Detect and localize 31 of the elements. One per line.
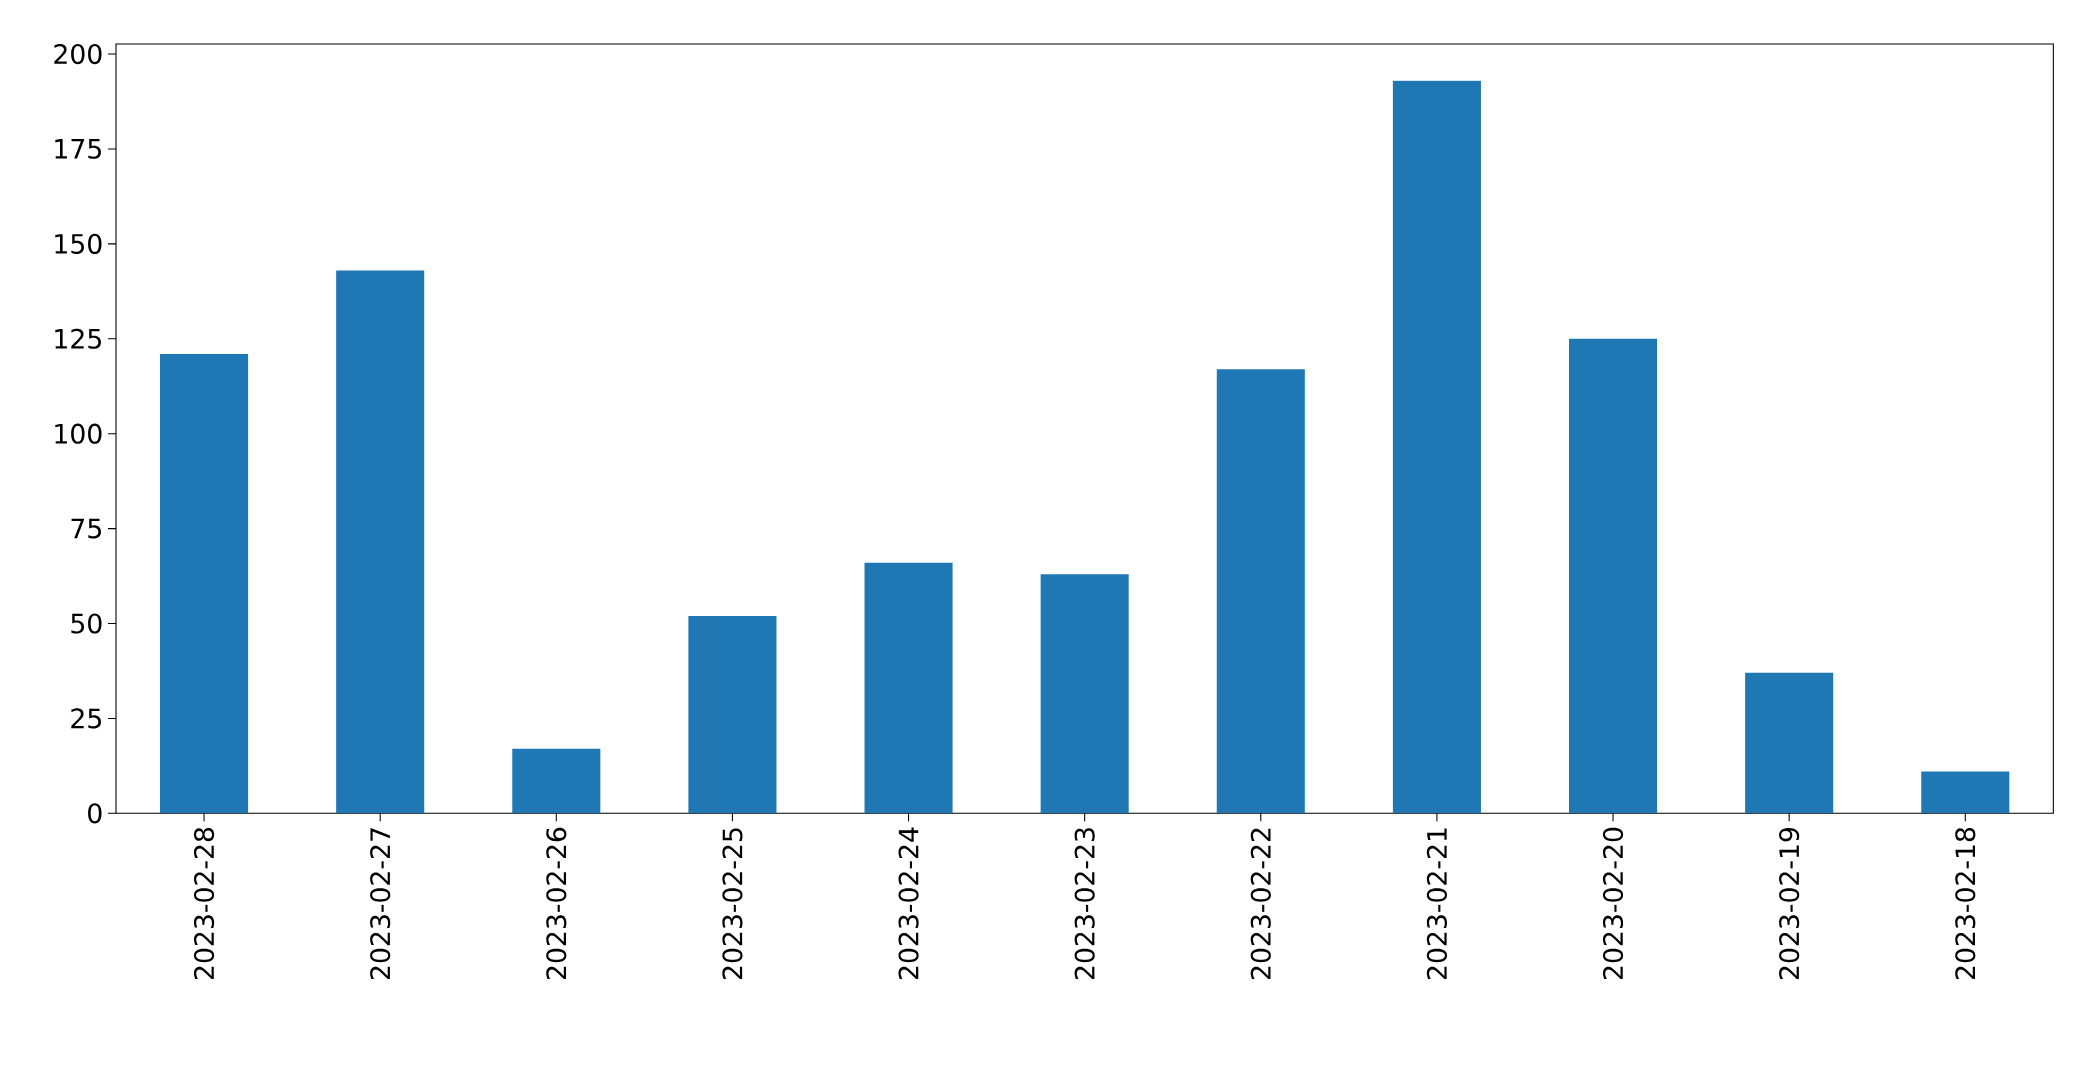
bar	[1392, 80, 1481, 814]
x-tick-label: 2023-02-21	[1426, 828, 1447, 980]
bar	[1921, 771, 2010, 814]
bar	[864, 562, 953, 814]
x-tick-label: 2023-02-24	[898, 827, 919, 980]
bar	[1745, 672, 1834, 814]
bar	[1040, 574, 1129, 814]
x-tick-label: 2023-02-23	[1074, 828, 1095, 980]
bar	[1216, 369, 1305, 814]
y-tick-label: 50	[71, 613, 102, 634]
y-tick-label: 150	[55, 233, 102, 254]
y-tick-label: 200	[54, 43, 102, 65]
bar	[512, 748, 601, 814]
y-tick-label: 25	[71, 708, 101, 729]
x-tick-label: 2023-02-20	[1602, 827, 1624, 980]
y-tick-label: 125	[55, 328, 101, 349]
y-tick-label: 100	[55, 423, 102, 444]
x-tick-label: 2023-02-25	[722, 828, 743, 980]
y-tick-label: 175	[55, 139, 101, 159]
x-tick-label: 2023-02-27	[370, 828, 391, 980]
x-tick-label: 2023-02-18	[1955, 827, 1976, 980]
bar	[336, 270, 425, 814]
y-tick-label: 0	[88, 803, 102, 824]
x-tick-label: 2023-02-22	[1250, 828, 1271, 980]
x-tick-label: 2023-02-28	[193, 827, 215, 980]
x-tick-label: 2023-02-26	[546, 827, 567, 980]
bar	[1569, 338, 1658, 814]
bar	[160, 353, 249, 814]
x-tick-label: 2023-02-19	[1779, 827, 1800, 980]
bar	[688, 615, 777, 814]
y-tick-label: 75	[71, 518, 101, 539]
